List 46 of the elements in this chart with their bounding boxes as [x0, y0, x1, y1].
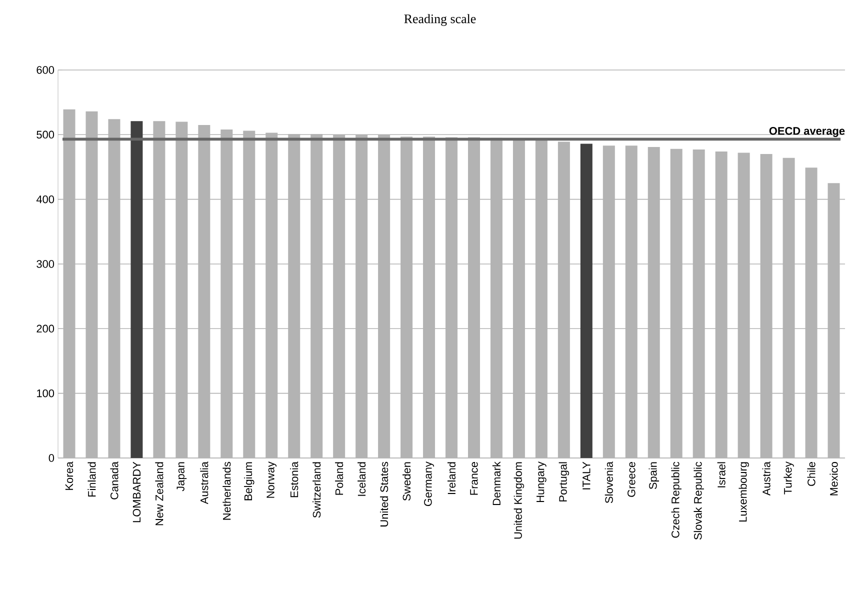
x-tick-label: LOMBARDY [132, 462, 141, 522]
ref-line-label: OECD average [769, 127, 845, 137]
bar [130, 121, 143, 458]
y-tick-label: 500 [36, 130, 54, 139]
x-tick-label: New Zealand [155, 462, 164, 526]
x-tick-label: France [470, 462, 478, 495]
x-tick-label: ITALY [582, 462, 590, 490]
x-tick-label: Spain [648, 462, 659, 490]
x-tick-label: United States [380, 462, 388, 526]
x-tick-label: Luxembourg [738, 462, 749, 522]
x-tick-label: Iceland [358, 462, 366, 496]
x-tick-label: Ireland [447, 462, 456, 494]
x-tick-label: Germany [424, 462, 434, 506]
y-tick-label: 0 [48, 454, 54, 462]
x-tick-label: Slovak Republic [694, 462, 704, 540]
x-tick-label: Greece [628, 462, 636, 497]
x-tick-label: Mexico [830, 462, 838, 496]
x-tick-label: United Kingdom [514, 462, 524, 539]
x-tick-label: Estonia [290, 462, 298, 498]
x-tick-label: Chile [807, 462, 816, 486]
chart-title: Reading scale [404, 14, 476, 26]
x-tick-label: Sweden [402, 462, 411, 501]
x-tick-label: Hungary [536, 462, 546, 502]
y-tick-label: 300 [36, 260, 54, 268]
x-tick-label: Portugal [558, 462, 570, 502]
bar [580, 144, 592, 458]
x-tick-label: Slovenia [604, 462, 613, 504]
x-tick-label: Israel [717, 462, 726, 488]
x-tick-label: Switzerland [312, 462, 321, 518]
x-tick-label: Canada [110, 462, 118, 500]
y-tick-label: 200 [36, 324, 54, 333]
x-tick-label: Czech Republic [671, 462, 682, 538]
x-tick-label: Japan [176, 462, 187, 492]
x-tick-label: Turkey [784, 462, 794, 494]
y-tick-label: 100 [37, 389, 54, 398]
x-tick-label: Korea [65, 462, 74, 490]
x-tick-label: Denmark [492, 461, 501, 506]
x-tick-label: Netherlands [222, 462, 231, 520]
x-tick-label: Norway [266, 462, 277, 498]
x-tick-label: Finland [88, 462, 96, 497]
x-tick-label: Australia [200, 462, 208, 504]
x-tick-label: Poland [335, 462, 344, 495]
y-tick-label: 600 [36, 66, 54, 74]
x-tick-label: Belgium [244, 462, 254, 500]
y-tick-label: 400 [36, 195, 54, 204]
x-tick-label: Austria [762, 462, 770, 496]
